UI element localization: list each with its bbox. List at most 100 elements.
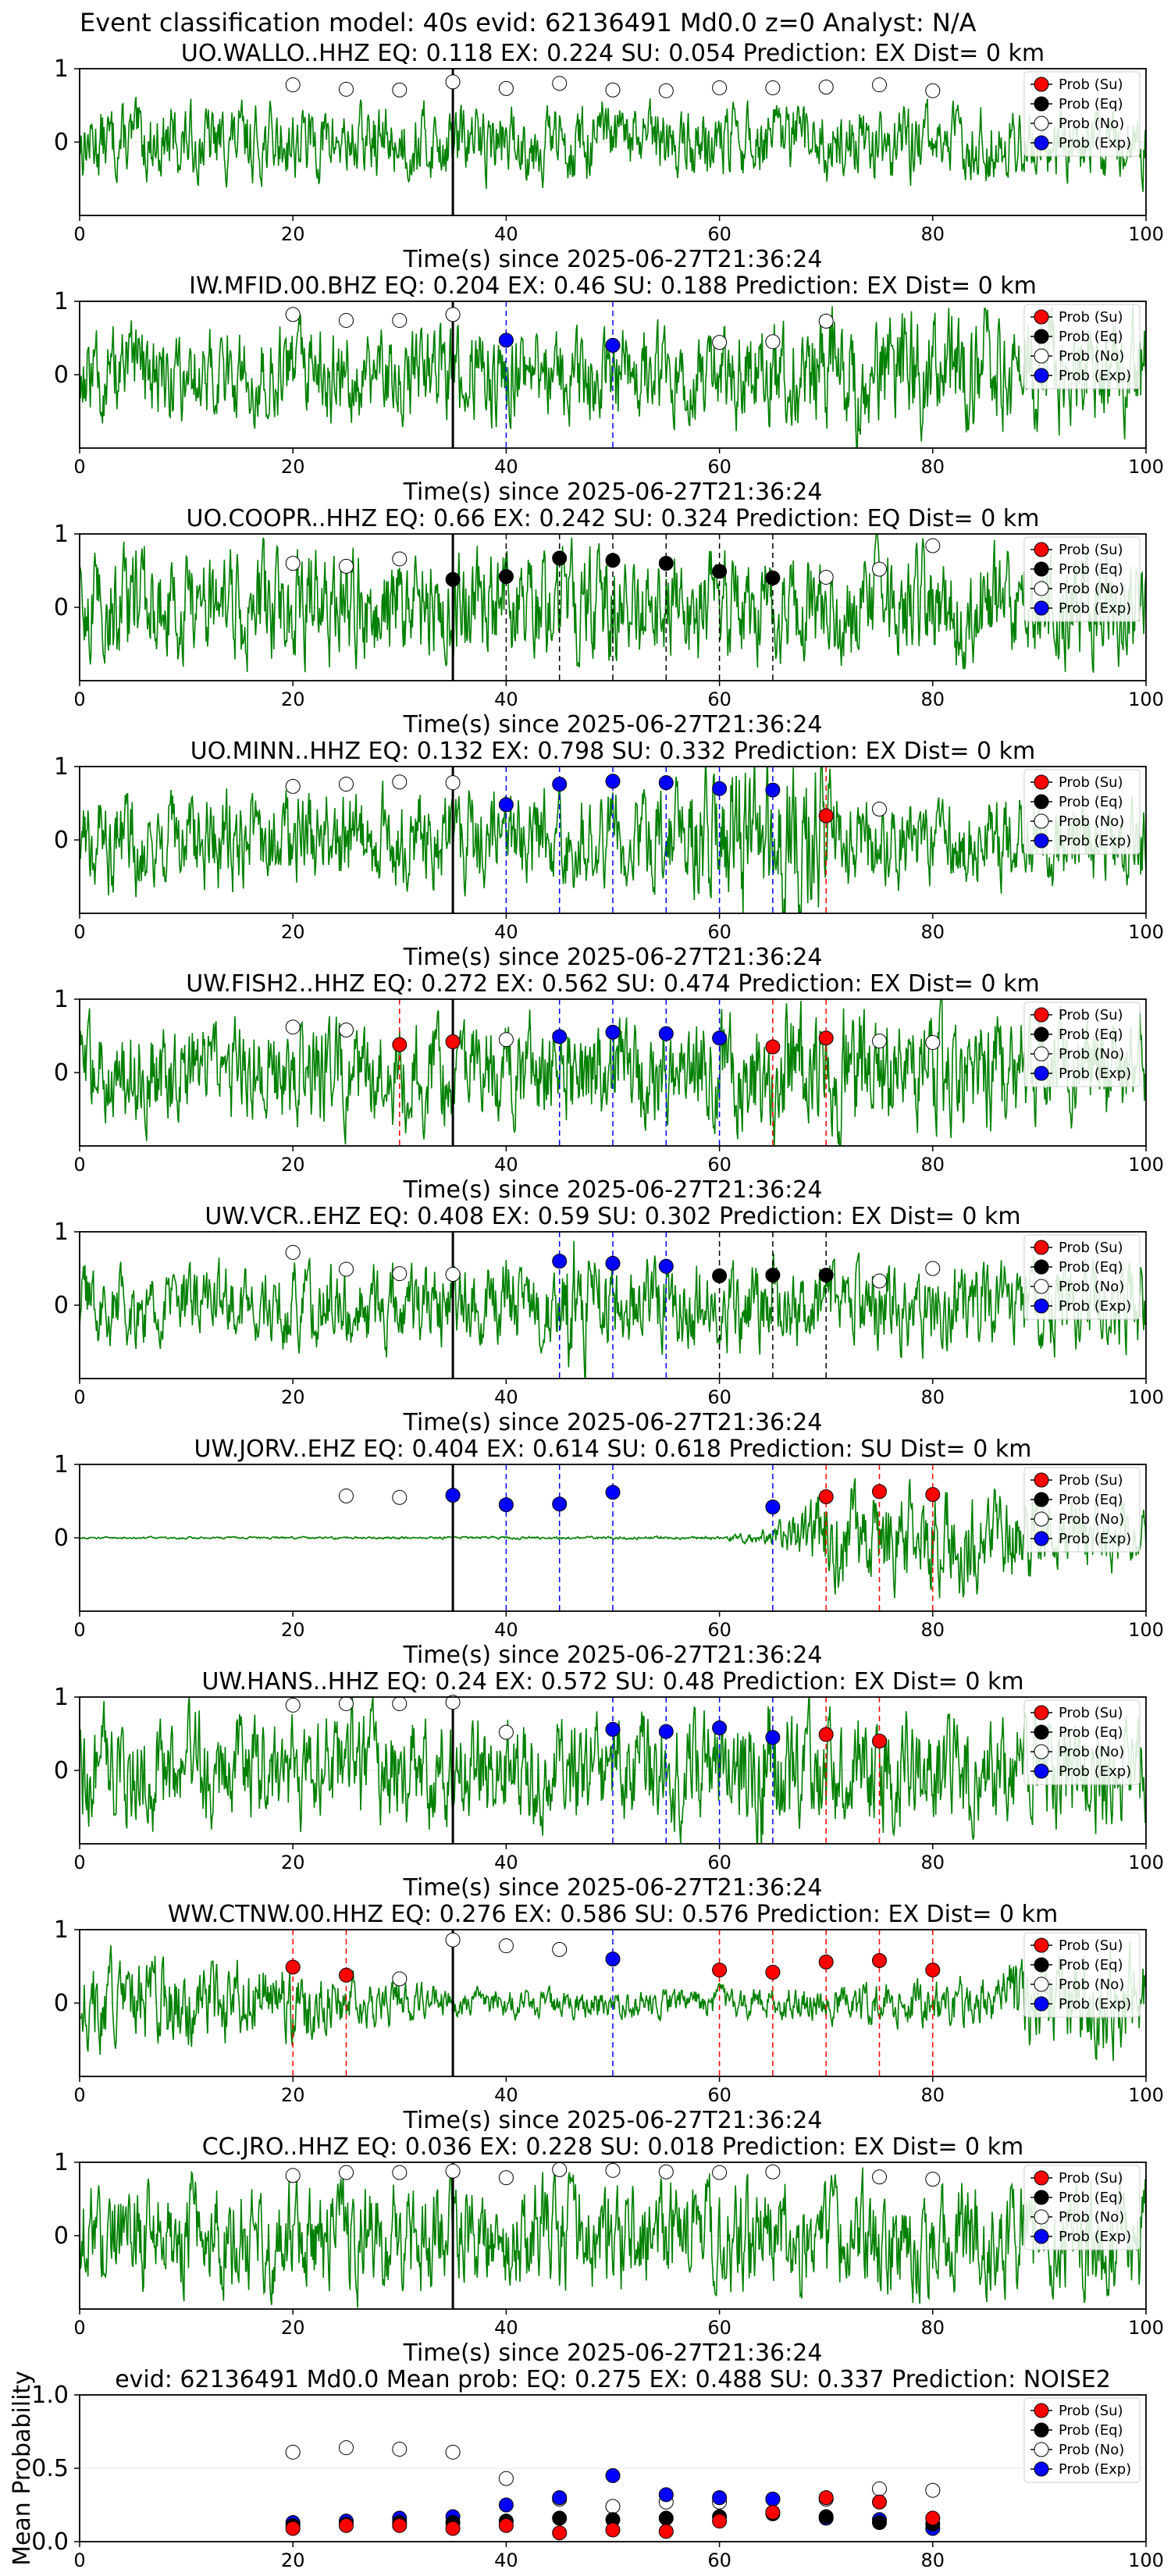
prob-point-no [765,2164,781,2179]
legend-marker-no [1034,1511,1049,1527]
x-tick-label: 20 [281,2549,305,2571]
prob-point-no [392,1971,408,1987]
legend-box [1023,1002,1141,1087]
legend-label-exp: Prob (Exp) [1059,135,1131,151]
prob-point-no [339,1488,354,1503]
legend-marker-exp [1034,135,1049,151]
x-axis-label: Time(s) since 2025-06-27T21:36:24 [403,1874,823,1902]
mean-point-no [925,2482,941,2498]
legend-marker-eq [1034,1492,1049,1507]
prob-point-no [872,561,887,577]
y-axis-label: Mean Probability [9,2371,36,2566]
prob-point-exp [605,1485,621,1500]
prob-point-no [392,312,408,328]
prob-point-no [712,335,728,350]
seismic-trace [80,1941,1146,2062]
prob-point-exp [605,1024,621,1040]
legend-marker-su [1034,1007,1049,1023]
prob-point-no [818,80,834,94]
legend-label-eq: Prob (Eq) [1059,1724,1123,1741]
x-tick-label: 20 [281,1619,305,1641]
panel-title: CC.JRO..HHZ EQ: 0.036 EX: 0.228 SU: 0.01… [202,2133,1024,2161]
x-tick-label: 0 [73,2317,85,2339]
x-tick-label: 100 [1128,1619,1164,1641]
x-tick-label: 60 [707,223,731,245]
axes-frame [79,68,1147,216]
legend-marker-su [1034,309,1049,325]
legend-label-no: Prob (No) [1059,1976,1124,1993]
legend-marker-no [1034,348,1049,364]
x-axis-label: Time(s) since 2025-06-27T21:36:24 [403,1642,823,1669]
legend-marker-su [1034,1937,1049,1953]
x-tick-label: 40 [494,921,518,943]
panel-title: UO.WALLO..HHZ EQ: 0.118 EX: 0.224 SU: 0.… [181,40,1045,67]
prob-point-no [392,1489,408,1505]
x-tick-label: 60 [707,2084,731,2106]
prob-point-no [445,307,461,322]
legend-marker-eq [1034,2422,1049,2438]
x-tick-label: 60 [707,688,731,710]
prob-point-su [285,1959,301,1975]
prob-point-no [658,83,674,98]
legend-label-su: Prob (Su) [1059,1007,1123,1023]
legend-label-su: Prob (Su) [1059,2170,1123,2186]
mean-point-su [818,2490,834,2506]
prob-point-no [925,2172,941,2187]
prob-point-no [392,1266,408,1282]
mean-point-su [658,2524,674,2539]
legend-box [1023,1699,1141,1785]
prob-point-no [339,2165,354,2180]
legend-marker-exp [1034,1996,1049,2012]
y-tick-label: 0 [54,1990,69,2017]
y-tick-label: 1.0 [31,2382,69,2409]
y-tick-label: 1 [54,1916,69,1944]
x-tick-label: 20 [281,921,305,943]
legend-marker-eq [1034,1724,1049,1740]
prob-point-eq [765,1267,781,1283]
mean-point-su [445,2521,461,2536]
x-tick-label: 100 [1128,688,1164,710]
x-tick-label: 60 [707,1852,731,1873]
legend-label-eq: Prob (Eq) [1059,2190,1123,2206]
y-tick-label: 1 [54,1451,69,1478]
mean-point-exp [658,2487,674,2503]
prob-point-no [552,76,568,91]
legend-marker-exp [1034,2229,1049,2244]
mean-point-no [498,2471,514,2486]
x-tick-label: 40 [494,2317,518,2339]
prob-point-no [285,307,301,322]
x-tick-label: 80 [921,2549,945,2571]
prob-point-exp [765,1730,781,1745]
legend-marker-eq [1034,561,1049,577]
x-axis-label: Time(s) since 2025-06-27T21:36:24 [403,944,823,971]
mean-point-su [925,2510,941,2526]
prob-point-exp [658,1026,674,1041]
prob-point-exp [552,777,568,792]
prob-point-no [872,2169,887,2185]
legend-label-exp: Prob (Exp) [1059,1066,1131,1082]
prob-point-eq [445,571,461,587]
legend-marker-exp [1034,1531,1049,1546]
prob-point-exp [712,781,728,796]
prob-point-eq [605,553,621,568]
prob-point-no [285,1019,301,1035]
axes-frame [79,998,1147,1147]
legend-marker-eq [1034,1957,1049,1973]
legend-marker-exp [1034,1298,1049,1314]
y-tick-label: 0 [54,827,69,854]
prob-point-no [392,82,408,98]
prob-point-no [445,2163,461,2179]
legend-marker-eq [1034,329,1049,344]
prob-point-exp [658,1724,674,1739]
prob-point-su [818,1954,834,1969]
panel-title: UW.JORV..EHZ EQ: 0.404 EX: 0.614 SU: 0.6… [194,1436,1032,1463]
legend-marker-eq [1034,1259,1049,1275]
legend-label-su: Prob (Su) [1059,774,1123,791]
x-tick-label: 20 [281,1386,305,1408]
legend-label-no: Prob (No) [1059,1046,1124,1062]
panel-7: UW.HANS..HHZ EQ: 0.24 EX: 0.572 SU: 0.48… [54,1668,1164,1902]
prob-point-no [285,778,301,794]
prob-point-exp [605,1255,621,1271]
legend-label-eq: Prob (Eq) [1059,96,1123,112]
panel-1: IW.MFID.00.BHZ EQ: 0.204 EX: 0.46 SU: 0.… [54,272,1164,506]
